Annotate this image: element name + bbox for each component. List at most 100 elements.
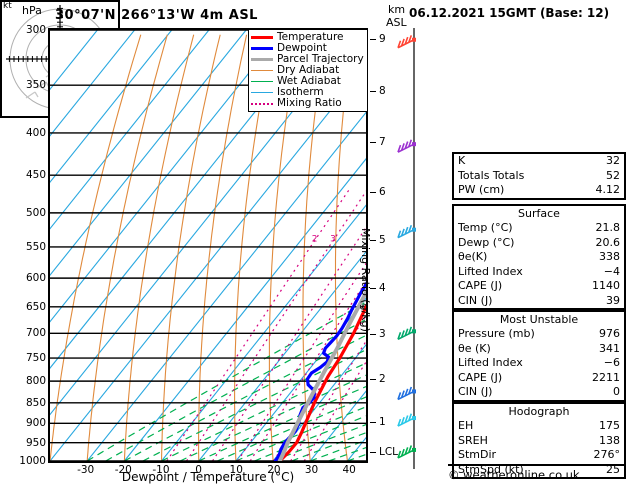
- footer-divider: [448, 464, 624, 466]
- panel-row-label: θe (K): [458, 341, 491, 355]
- panel-row-value: 338: [599, 250, 620, 263]
- pressure-tick-500: 500: [25, 206, 46, 219]
- altitude-tick-4: 4: [379, 281, 386, 294]
- legend: Temperature Dewpoint Parcel Trajectory Dry …: [248, 29, 368, 112]
- altitude-tick-6: 6: [379, 186, 386, 199]
- altitude-tick-7: 7: [379, 135, 386, 148]
- pressure-tick-950: 950: [25, 436, 46, 449]
- panel-row-value: 39: [606, 293, 620, 307]
- panel-row: Totals Totals 52: [454, 169, 624, 184]
- altitude-tick-9: 9: [379, 33, 386, 46]
- panel-heading: Hodograph: [508, 405, 570, 418]
- altitude-tick-mark-4: [370, 287, 376, 289]
- panel-row-label: CIN (J): [458, 385, 493, 398]
- panel-row-value: 276°: [593, 448, 621, 461]
- legend-item-parcel-trajectory: Parcel Trajectory: [251, 54, 364, 65]
- altitude-tick-3: 3: [379, 327, 386, 340]
- temperature-tick-40: 40: [342, 464, 356, 476]
- panel-row-label: SREH: [458, 433, 488, 447]
- legend-label: Wet Adiabat: [277, 75, 341, 87]
- panel-row-label: PW (cm): [458, 183, 505, 196]
- panel-heading: Surface: [518, 207, 560, 220]
- pressure-tick-800: 800: [25, 375, 46, 388]
- legend-item-dry-adiabat: Dry Adiabat: [251, 65, 364, 76]
- panel-row-label: Totals Totals: [458, 168, 525, 182]
- pressure-tick-350: 350: [25, 79, 46, 92]
- panel-row: EH 175: [454, 419, 624, 434]
- panel-row-label: K: [458, 154, 466, 167]
- legend-label: Parcel Trajectory: [277, 53, 364, 65]
- panel-row-value: 138: [599, 433, 620, 447]
- lcl-label: LCL: [379, 445, 399, 458]
- pressure-tick-1000: 1000: [19, 455, 46, 467]
- legend-item-temperature: Temperature: [251, 32, 364, 43]
- pressure-tick-400: 400: [25, 126, 46, 139]
- footer-credit: © weatheronline.co.uk: [448, 468, 580, 482]
- panel-row-value: 21.8: [595, 221, 621, 234]
- legend-swatch: [251, 70, 273, 71]
- panel-row-value: 341: [599, 341, 620, 355]
- temperature-tick-20: 20: [267, 464, 281, 476]
- wind-barb-2: [397, 225, 416, 239]
- svg-text:3: 3: [330, 235, 336, 245]
- panel-row-value: 20.6: [595, 235, 621, 249]
- panel-row-value: −6: [603, 356, 620, 369]
- wind-barb-1: [397, 139, 416, 153]
- most-unstable-panel: Most Unstable Pressure (mb) 976 θe (K) 341 Li…: [452, 310, 626, 402]
- temperature-tick--10: -10: [152, 464, 170, 476]
- pressure-axis: 300 350 400 450 500 550 600 650 700 750 800 850 900 9…: [0, 24, 46, 467]
- panel-row: Temp (°C) 21.8: [454, 221, 624, 236]
- wind-barb-5: [397, 413, 416, 427]
- panel-row-value: 52: [606, 168, 620, 182]
- panel-row: Dewp (°C) 20.6: [454, 236, 624, 251]
- panel-row-label: CIN (J): [458, 293, 493, 307]
- legend-label: Dry Adiabat: [277, 64, 340, 76]
- temperature-tick--30: -30: [77, 464, 95, 476]
- altitude-tick-mark-7: [370, 141, 376, 143]
- panel-row: StmDir 276°: [454, 448, 624, 463]
- stability-indices-panel: K 32 Totals Totals 52 PW (cm) 4.12: [452, 152, 626, 200]
- pressure-axis-label: hPa: [22, 4, 42, 17]
- panel-row-value: 4.12: [595, 183, 621, 196]
- date-title: 06.12.2021 15GMT (Base: 12): [409, 6, 610, 20]
- panel-row-value: 1140: [592, 279, 620, 292]
- altitude-tick-mark-9: [370, 39, 376, 41]
- panel-row-value: 175: [599, 419, 620, 432]
- pressure-tick-650: 650: [25, 300, 46, 313]
- svg-text:2: 2: [312, 235, 318, 245]
- lcl-tick-mark: [370, 451, 376, 453]
- panel-row-label: StmDir: [458, 448, 497, 461]
- altitude-tick-2: 2: [379, 372, 386, 385]
- page-title: 30°07'N 266°13'W 4m ASL: [55, 8, 258, 23]
- altitude-tick-5: 5: [379, 234, 386, 247]
- pressure-tick-300: 300: [25, 24, 46, 36]
- temperature-axis: -30 -20 -10 0 10 20 30 40: [48, 464, 368, 478]
- legend-item-isotherm: Isotherm: [251, 87, 364, 98]
- altitude-tick-8: 8: [379, 85, 386, 98]
- wind-barb-column: [392, 28, 432, 469]
- pressure-tick-850: 850: [25, 396, 46, 409]
- hodograph-stats-panel: Hodograph EH 175 SREH 138 StmDir 276° StmSpd (k…: [452, 402, 626, 479]
- panel-row: CAPE (J) 1140: [454, 279, 624, 294]
- panel-row-value: 0: [613, 385, 620, 398]
- panel-row-label: Dewp (°C): [458, 235, 515, 249]
- legend-swatch: [251, 36, 273, 39]
- temperature-tick-10: 10: [229, 464, 243, 476]
- altitude-axis-sublabel: ASL: [386, 16, 407, 29]
- panel-row-value: −4: [603, 264, 620, 278]
- panel-row-label: θe(K): [458, 250, 488, 263]
- legend-item-dewpoint: Dewpoint: [251, 43, 364, 54]
- panel-row-label: Lifted Index: [458, 356, 523, 369]
- legend-swatch: [251, 81, 273, 82]
- panel-row-label: Pressure (mb): [458, 327, 535, 340]
- legend-label: Dewpoint: [277, 42, 327, 54]
- pressure-tick-450: 450: [25, 169, 46, 182]
- panel-row-label: CAPE (J): [458, 370, 503, 384]
- pressure-tick-900: 900: [25, 417, 46, 430]
- wind-barb-3: [397, 326, 416, 341]
- pressure-tick-600: 600: [25, 272, 46, 285]
- panel-row: CAPE (J) 2211: [454, 371, 624, 386]
- altitude-tick-mark-8: [370, 91, 376, 93]
- panel-row-value: 976: [599, 327, 620, 340]
